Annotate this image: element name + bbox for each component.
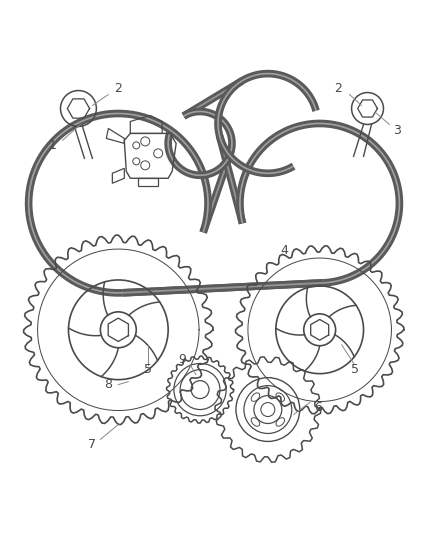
Text: 4: 4 <box>281 244 289 256</box>
Text: 5: 5 <box>350 363 359 376</box>
Text: 8: 8 <box>104 378 113 391</box>
Text: 1: 1 <box>49 139 57 152</box>
Text: 9: 9 <box>178 353 186 366</box>
Text: 6: 6 <box>314 401 321 414</box>
Text: 3: 3 <box>393 124 401 137</box>
Text: 5: 5 <box>144 363 152 376</box>
Text: 2: 2 <box>334 82 342 95</box>
Text: 7: 7 <box>88 438 96 451</box>
Text: 2: 2 <box>114 82 122 95</box>
